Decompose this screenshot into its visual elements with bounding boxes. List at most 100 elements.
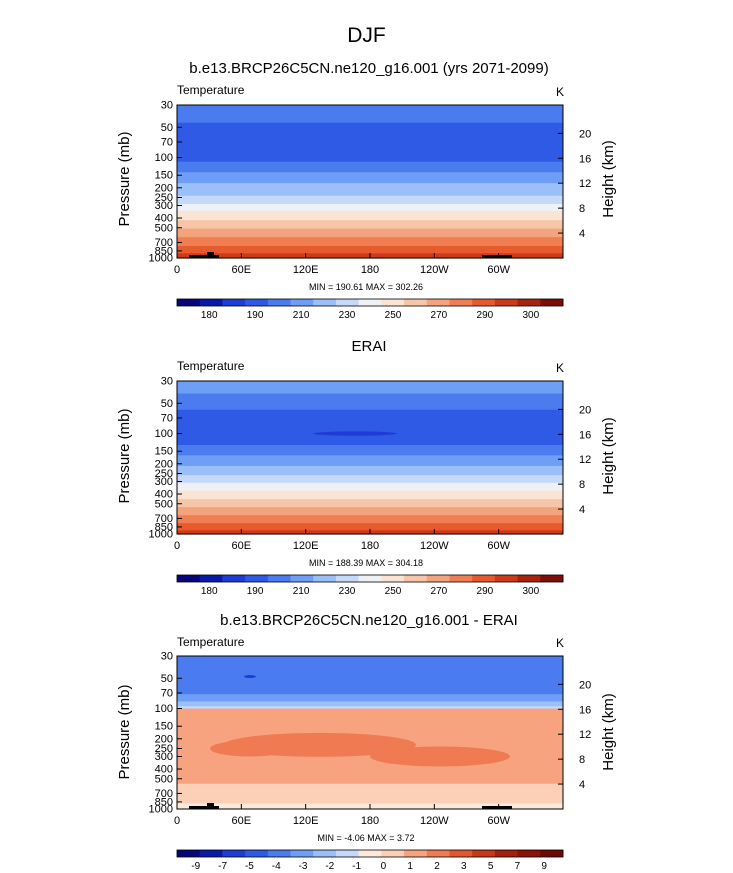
panel-2-ylabel-right: Height (km) bbox=[600, 417, 617, 495]
panel-3-right-label: K bbox=[556, 636, 564, 650]
colorbar-swatch bbox=[290, 299, 314, 306]
contour-band bbox=[177, 465, 563, 476]
colorbar-swatch bbox=[245, 850, 269, 857]
colorbar-label: -4 bbox=[272, 861, 281, 872]
topography-mask bbox=[482, 806, 512, 809]
colorbar-frame bbox=[176, 849, 564, 858]
colorbar-label: -3 bbox=[299, 861, 308, 872]
x-tick-label: 60E bbox=[232, 264, 252, 276]
contour-band bbox=[177, 444, 563, 456]
contour-band bbox=[177, 237, 563, 247]
colorbar-label: 300 bbox=[522, 586, 539, 597]
colorbar-swatch bbox=[381, 850, 405, 857]
colorbar-swatch bbox=[222, 850, 246, 857]
contour-band bbox=[177, 105, 563, 124]
y-tick-label: 500 bbox=[155, 222, 173, 234]
x-tick-label: 120E bbox=[293, 815, 319, 827]
contour-band bbox=[177, 161, 563, 173]
colorbar-label: 300 bbox=[522, 310, 539, 321]
panel-2-stats: MIN = 188.39 MAX = 304.18 bbox=[309, 558, 423, 568]
colorbar-label: -1 bbox=[352, 861, 361, 872]
colorbar-swatch bbox=[472, 299, 496, 306]
colorbar-swatch bbox=[335, 850, 360, 857]
colorbar-swatch bbox=[358, 850, 382, 857]
y-tick-label: 50 bbox=[161, 398, 173, 410]
colorbar-label: 230 bbox=[339, 310, 356, 321]
contour-band bbox=[177, 210, 563, 221]
y-tick-label: 300 bbox=[155, 200, 173, 212]
y-tick-label: 250 bbox=[155, 192, 173, 204]
y-tick-label: 70 bbox=[161, 136, 173, 148]
panel-2-right-label: K bbox=[556, 361, 564, 375]
y-tick-label: 300 bbox=[155, 476, 173, 488]
x-tick-label: 120W bbox=[420, 264, 449, 276]
colorbar-swatch bbox=[540, 850, 564, 857]
contour-band bbox=[177, 701, 563, 707]
contour-band bbox=[177, 409, 563, 446]
panel-2-title: ERAI bbox=[351, 338, 386, 355]
cold-anomaly-blob bbox=[313, 431, 397, 436]
contour-band bbox=[177, 515, 563, 524]
y-tick-label: 700 bbox=[155, 788, 173, 800]
panel-1: b.e13.BRCP26C5CN.ne120_g16.001 (yrs 2071… bbox=[116, 60, 617, 321]
panel-3-title: b.e13.BRCP26C5CN.ne120_g16.001 - ERAI bbox=[220, 612, 518, 629]
colorbar-label: -5 bbox=[245, 861, 254, 872]
contour-band bbox=[177, 393, 563, 411]
x-tick-label: 60E bbox=[232, 540, 252, 552]
y-tick-label: 700 bbox=[155, 513, 173, 525]
x-tick-label: 180 bbox=[361, 815, 379, 827]
panel-3-ylabel-right: Height (km) bbox=[600, 693, 617, 771]
panel-3-left-label: Temperature bbox=[177, 635, 245, 649]
y-tick-label: 100 bbox=[155, 152, 173, 164]
panel-3-colorbar: -9 -7 -5 -4 -3 -2 -1 0 1 2 3 5 7 9 bbox=[176, 849, 564, 872]
colorbar-swatch bbox=[517, 575, 541, 582]
contour-band bbox=[177, 203, 563, 212]
contour-band bbox=[177, 381, 563, 395]
colorbar-label: 190 bbox=[247, 586, 264, 597]
colorbar-swatch bbox=[358, 575, 382, 582]
contour-band bbox=[177, 228, 563, 238]
panel-3-stats: MIN = -4.06 MAX = 3.72 bbox=[317, 833, 414, 843]
contour-band bbox=[177, 172, 563, 184]
y-tick-label: 100 bbox=[155, 428, 173, 440]
colorbar-swatch bbox=[245, 575, 269, 582]
y-tick-label: 50 bbox=[161, 673, 173, 685]
x-tick-label: 180 bbox=[361, 540, 379, 552]
y-tick-label: 150 bbox=[155, 170, 173, 182]
colorbar-swatch bbox=[494, 850, 518, 857]
colorbar-swatch bbox=[540, 575, 564, 582]
colorbar-swatch bbox=[267, 575, 291, 582]
warm-anomaly-blob bbox=[210, 740, 290, 757]
colorbar-label: 2 bbox=[434, 861, 440, 872]
y-tick-label: 150 bbox=[155, 721, 173, 733]
colorbar-swatch bbox=[177, 299, 201, 306]
colorbar-swatch bbox=[199, 575, 223, 582]
y-right-tick-label: 8 bbox=[579, 754, 585, 766]
figure-title: DJF bbox=[347, 24, 386, 47]
colorbar-swatch bbox=[494, 575, 518, 582]
colorbar-swatch bbox=[290, 850, 314, 857]
colorbar-swatch bbox=[267, 299, 291, 306]
colorbar-swatch bbox=[290, 575, 314, 582]
y-right-tick-label: 12 bbox=[579, 454, 591, 466]
colorbar-label: 9 bbox=[541, 861, 547, 872]
x-tick-label: 120E bbox=[293, 540, 319, 552]
contour-band bbox=[177, 783, 563, 805]
colorbar-swatch bbox=[540, 299, 564, 306]
contour-band bbox=[177, 482, 563, 492]
colorbar-label: 7 bbox=[515, 861, 521, 872]
topography-mask bbox=[207, 252, 214, 258]
cold-anomaly-blob bbox=[244, 675, 256, 679]
y-tick-label: 100 bbox=[155, 703, 173, 715]
colorbar-swatch bbox=[313, 850, 337, 857]
colorbar-swatch bbox=[267, 850, 291, 857]
topography-mask bbox=[189, 255, 219, 258]
panel-2-ylabel: Pressure (mb) bbox=[116, 408, 133, 503]
y-right-tick-label: 12 bbox=[579, 729, 591, 741]
colorbar-swatch bbox=[517, 299, 541, 306]
colorbar-label: 5 bbox=[488, 861, 494, 872]
colorbar-label: 290 bbox=[477, 310, 494, 321]
y-tick-label: 500 bbox=[155, 773, 173, 785]
topography-mask bbox=[189, 806, 219, 809]
